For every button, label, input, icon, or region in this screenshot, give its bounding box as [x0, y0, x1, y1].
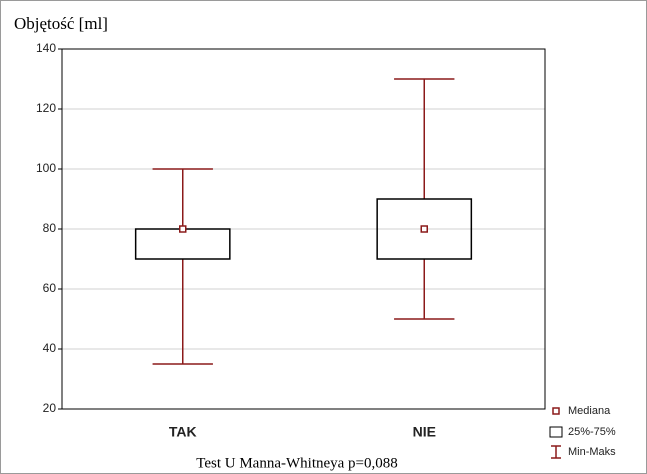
y-tick-label: 60 [43, 281, 57, 295]
plot-area [61, 48, 546, 410]
x-tick-label: NIE [413, 424, 436, 440]
footnote: Test U Manna-Whitneya p=0,088 [196, 455, 398, 471]
legend-median-icon [552, 407, 560, 415]
y-tick-label: 140 [36, 41, 56, 55]
legend-box-icon [549, 426, 563, 438]
x-tick-label: TAK [169, 424, 197, 440]
box [376, 198, 473, 260]
legend-whisker-icon [551, 445, 561, 459]
median-marker [420, 225, 428, 233]
y-tick-label: 100 [36, 161, 56, 175]
chart-title: Objętość [ml] [14, 14, 108, 33]
y-tick-label: 120 [36, 101, 56, 115]
y-tick-label: 80 [43, 221, 57, 235]
y-tick-label: 20 [43, 401, 57, 415]
legend-label: Min-Maks [568, 446, 616, 458]
median-marker [179, 225, 187, 233]
legend-label: Mediana [568, 405, 611, 417]
legend-label: 25%-75% [568, 426, 616, 438]
y-tick-label: 40 [43, 341, 57, 355]
